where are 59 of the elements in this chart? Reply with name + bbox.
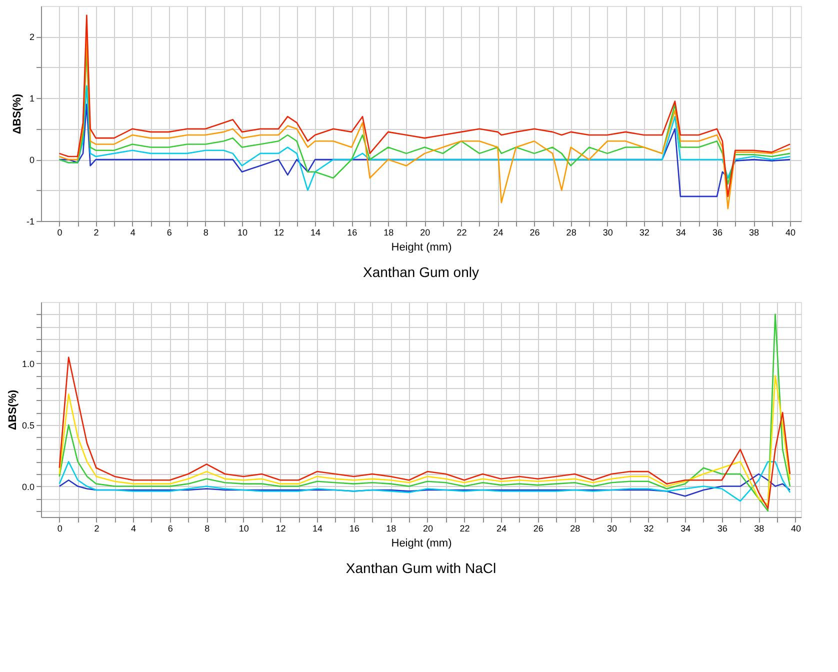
x-tick-label: 40 (790, 524, 801, 534)
x-tick-label: 0 (57, 228, 62, 238)
x-tick-label: 30 (602, 228, 613, 238)
line-series (58, 461, 791, 502)
y-tick-label: 0 (29, 155, 34, 166)
x-tick-label: 2 (94, 524, 100, 534)
x-tick-label: 12 (276, 524, 286, 534)
x-tick-label: 24 (496, 524, 507, 534)
y-tick-label: 2 (29, 32, 34, 42)
x-tick-label: 24 (493, 228, 504, 238)
line-series (58, 36, 791, 210)
line-series (58, 14, 791, 198)
x-tick-label: 16 (347, 228, 358, 238)
x-tick-label: 38 (748, 228, 760, 238)
x-tick-label: 36 (712, 228, 722, 238)
x-tick-label: 40 (786, 228, 796, 238)
x-tick-label: 14 (312, 524, 323, 534)
x-tick-label: 8 (204, 524, 210, 534)
x-tick-label: 10 (237, 228, 248, 238)
x-tick-label: 26 (530, 228, 540, 238)
x-tick-label: 20 (420, 228, 430, 238)
y-axis-title: ΔBS(%) (6, 390, 19, 430)
y-tick-label: 1 (29, 94, 34, 104)
x-tick-label: 30 (606, 524, 617, 534)
x-tick-label: 32 (639, 228, 650, 238)
x-tick-label: 16 (349, 524, 360, 534)
x-tick-label: 36 (717, 524, 728, 534)
x-tick-label: 22 (460, 524, 470, 534)
x-tick-label: 8 (203, 228, 208, 238)
y-tick-label: 1.0 (22, 358, 34, 369)
line-series (58, 314, 791, 512)
x-tick-label: 4 (130, 228, 136, 238)
x-tick-label: 6 (168, 524, 173, 534)
x-tick-label: 26 (533, 524, 544, 534)
x-tick-label: 32 (644, 524, 654, 534)
x-tick-label: 22 (456, 228, 467, 238)
y-tick-label: 0.5 (22, 420, 34, 430)
text: Xanthan Gum only (363, 264, 479, 280)
x-tick-label: 38 (754, 524, 764, 534)
x-tick-label: 6 (166, 228, 172, 238)
x-tick-label: 20 (422, 524, 433, 534)
x-tick-label: 14 (310, 228, 321, 238)
x-tick-label: 12 (274, 228, 284, 238)
x-axis-title: Height (mm) (391, 538, 452, 550)
text: Xanthan Gum with NaCl (346, 560, 496, 576)
x-tick-label: 2 (94, 228, 99, 238)
x-tick-label: 18 (384, 228, 394, 238)
x-tick-label: 28 (570, 524, 580, 534)
x-tick-label: 10 (238, 524, 249, 534)
y-tick-label: -1 (26, 216, 34, 226)
y-tick-label: 0.0 (22, 482, 34, 492)
x-tick-label: 28 (566, 228, 576, 238)
x-tick-label: 0 (57, 524, 62, 534)
x-tick-label: 4 (131, 524, 136, 534)
x-tick-label: 34 (680, 524, 691, 534)
x-tick-label: 18 (386, 524, 396, 534)
x-tick-label: 34 (676, 228, 686, 238)
x-axis-title: Height (mm) (391, 242, 452, 254)
y-axis-title: ΔBS(%) (12, 94, 24, 134)
